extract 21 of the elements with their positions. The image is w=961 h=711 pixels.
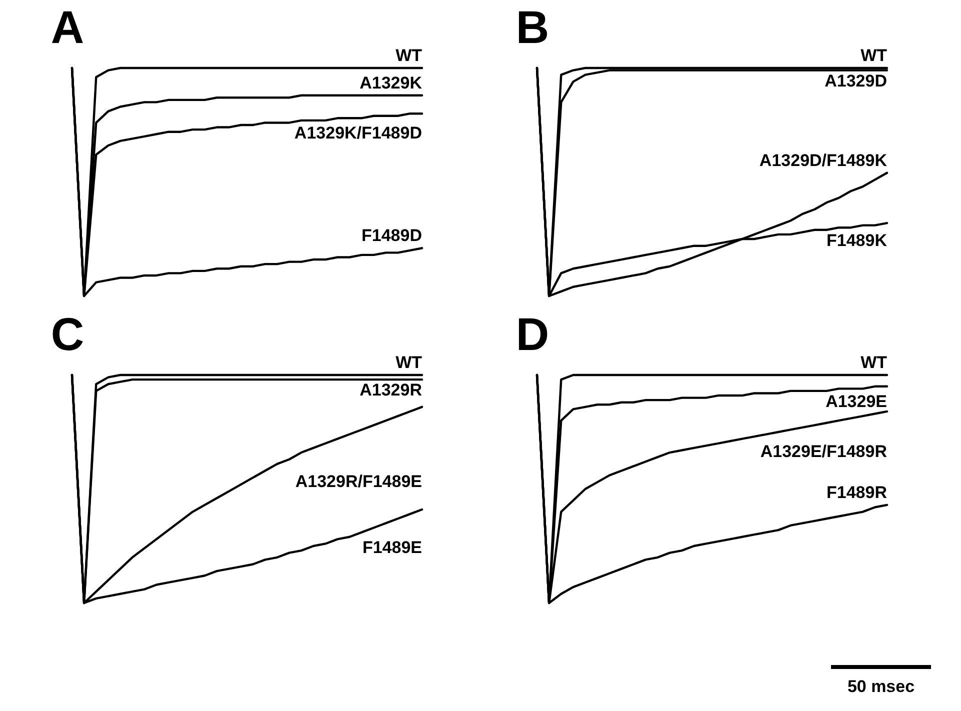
series-label: A1329E (826, 392, 887, 411)
chart-title: A (50, 1, 84, 53)
series-label: A1329K (360, 73, 423, 92)
chart-title: B (516, 1, 550, 53)
series-label: A1329R/F1489E (295, 472, 422, 491)
series-label: WT (396, 353, 423, 372)
series-label: F1489E (362, 538, 422, 557)
series-label: A1329D (824, 71, 887, 90)
series-label: A1329D/F1489K (759, 150, 888, 170)
series-label: A1329K/F1489D (294, 124, 422, 143)
series-label: F1489D (362, 226, 422, 246)
chart-title: D (516, 308, 550, 360)
chart-title: C (50, 308, 84, 360)
series-label: F1489R (826, 482, 887, 502)
series-label: F1489K (826, 230, 888, 250)
series-label: WT (860, 46, 888, 65)
series-label: A1329R (360, 380, 422, 400)
series-label: WT (396, 46, 423, 65)
series-label: WT (860, 353, 888, 372)
series-label: A1329E/F1489R (760, 442, 887, 462)
text: 50 msec (846, 677, 916, 697)
